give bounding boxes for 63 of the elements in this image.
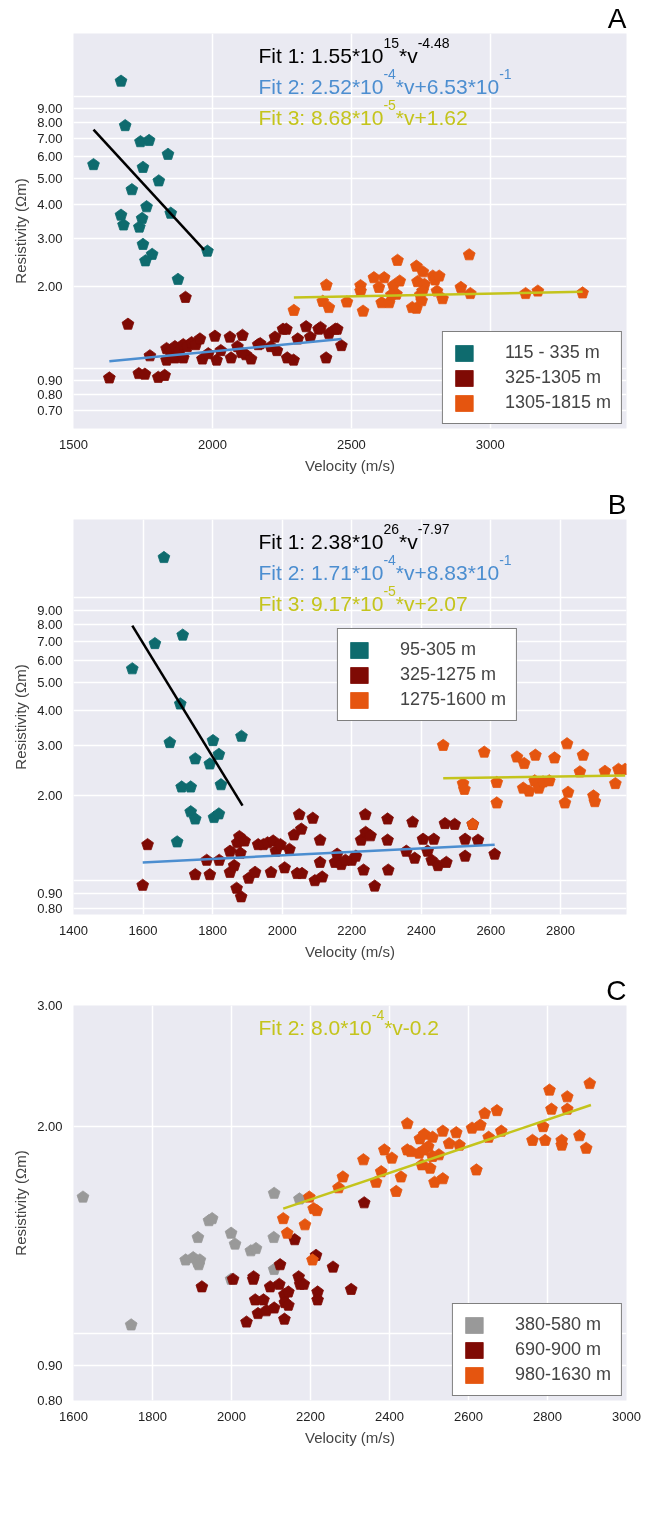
legend-label: 980-1630 m xyxy=(514,1364,611,1385)
x-tick-label: 2800 xyxy=(545,922,575,938)
x-tick-label: 2200 xyxy=(337,922,367,938)
x-axis-title: Velocity (m/s) xyxy=(304,942,396,960)
x-tick-label: 1600 xyxy=(59,1408,88,1424)
y-tick-label: 9.00 xyxy=(37,101,63,117)
x-tick-label: 1400 xyxy=(59,922,88,938)
x-tick-label: 3000 xyxy=(475,436,505,452)
y-tick-label: 0.70 xyxy=(37,402,63,418)
x-tick-label: 1800 xyxy=(138,1408,167,1424)
x-axis-title: Velocity (m/s) xyxy=(304,456,396,474)
x-tick-label: 1800 xyxy=(198,922,228,938)
legend-label: 325-1275 m xyxy=(399,664,496,685)
y-tick-label: 0.80 xyxy=(37,900,63,916)
legend-label: 690-900 m xyxy=(514,1339,601,1360)
y-tick-label: 4.00 xyxy=(37,196,63,212)
y-tick-label: 2.00 xyxy=(37,787,63,803)
y-tick-label: 8.00 xyxy=(37,617,63,633)
y-tick-label: 0.80 xyxy=(37,1393,63,1408)
y-tick-label: 5.00 xyxy=(37,170,63,186)
y-tick-label: 0.90 xyxy=(37,373,63,389)
legend-label: 1275-1600 m xyxy=(399,689,506,710)
legend-label: 325-1305 m xyxy=(504,367,601,388)
x-tick-label: 2500 xyxy=(336,436,366,452)
x-tick-label: 1600 xyxy=(128,922,158,938)
y-tick-label: 3.00 xyxy=(37,737,63,753)
y-tick-label: 8.00 xyxy=(37,115,63,131)
x-tick-label: 2000 xyxy=(267,922,297,938)
legend-label: 380-580 m xyxy=(514,1314,601,1335)
y-tick-label: 0.90 xyxy=(37,1357,63,1373)
x-tick-label: 2000 xyxy=(197,436,227,452)
x-tick-label: 3000 xyxy=(612,1408,641,1424)
y-tick-label: 7.00 xyxy=(37,130,63,146)
text: A xyxy=(607,2,627,34)
x-tick-label: 2200 xyxy=(296,1408,325,1424)
x-axis-title: Velocity (m/s) xyxy=(304,1428,396,1446)
y-tick-label: 0.90 xyxy=(37,886,63,902)
x-tick-label: 2600 xyxy=(476,922,506,938)
y-tick-label: 7.00 xyxy=(37,633,63,649)
text: B xyxy=(607,488,627,520)
y-tick-label: 6.00 xyxy=(37,652,63,668)
y-tick-label: 2.00 xyxy=(37,1119,63,1135)
y-tick-label: 3.00 xyxy=(37,998,63,1013)
y-tick-label: 0.80 xyxy=(37,387,63,403)
x-tick-label: 2400 xyxy=(375,1408,404,1424)
y-tick-label: 5.00 xyxy=(37,675,63,691)
annotation: C xyxy=(606,974,627,1006)
y-tick-label: 3.00 xyxy=(37,230,63,246)
legend-label: 115 - 335 m xyxy=(504,342,600,363)
x-tick-label: 2000 xyxy=(217,1408,246,1424)
y-axis-title: Resistivity (Ωm) xyxy=(12,178,30,284)
x-tick-label: 2800 xyxy=(533,1408,562,1424)
legend-label: 1305-1815 m xyxy=(504,392,611,413)
y-axis-title: Resistivity (Ωm) xyxy=(12,1150,30,1256)
y-tick-label: 4.00 xyxy=(37,702,63,718)
y-tick-label: 6.00 xyxy=(37,149,63,165)
y-tick-label: 2.00 xyxy=(37,278,63,294)
legend-label: 95-305 m xyxy=(399,639,476,660)
y-axis-title: Resistivity (Ωm) xyxy=(12,664,30,770)
x-tick-label: 2400 xyxy=(406,922,436,938)
y-tick-label: 9.00 xyxy=(37,602,63,618)
x-tick-label: 1500 xyxy=(59,436,88,452)
x-tick-label: 2600 xyxy=(454,1408,483,1424)
